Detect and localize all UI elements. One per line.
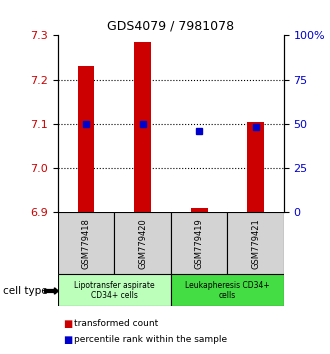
Text: GSM779421: GSM779421 — [251, 218, 260, 269]
Text: percentile rank within the sample: percentile rank within the sample — [74, 335, 227, 344]
Text: cell type: cell type — [3, 286, 48, 296]
Text: transformed count: transformed count — [74, 319, 158, 329]
Bar — [114, 212, 171, 274]
Title: GDS4079 / 7981078: GDS4079 / 7981078 — [107, 20, 234, 33]
Bar — [58, 274, 171, 306]
Text: ■: ■ — [63, 319, 72, 329]
Bar — [227, 212, 284, 274]
Bar — [171, 212, 227, 274]
Bar — [58, 212, 114, 274]
Bar — [190, 208, 208, 212]
Bar — [78, 66, 94, 212]
Bar — [134, 42, 151, 212]
Text: Leukapheresis CD34+
cells: Leukapheresis CD34+ cells — [185, 281, 270, 300]
Text: ■: ■ — [63, 335, 72, 345]
Bar — [247, 122, 264, 212]
Text: GSM779419: GSM779419 — [194, 218, 204, 269]
Text: Lipotransfer aspirate
CD34+ cells: Lipotransfer aspirate CD34+ cells — [74, 281, 154, 300]
Text: GSM779418: GSM779418 — [82, 218, 90, 269]
Text: GSM779420: GSM779420 — [138, 218, 147, 269]
Bar — [171, 274, 284, 306]
